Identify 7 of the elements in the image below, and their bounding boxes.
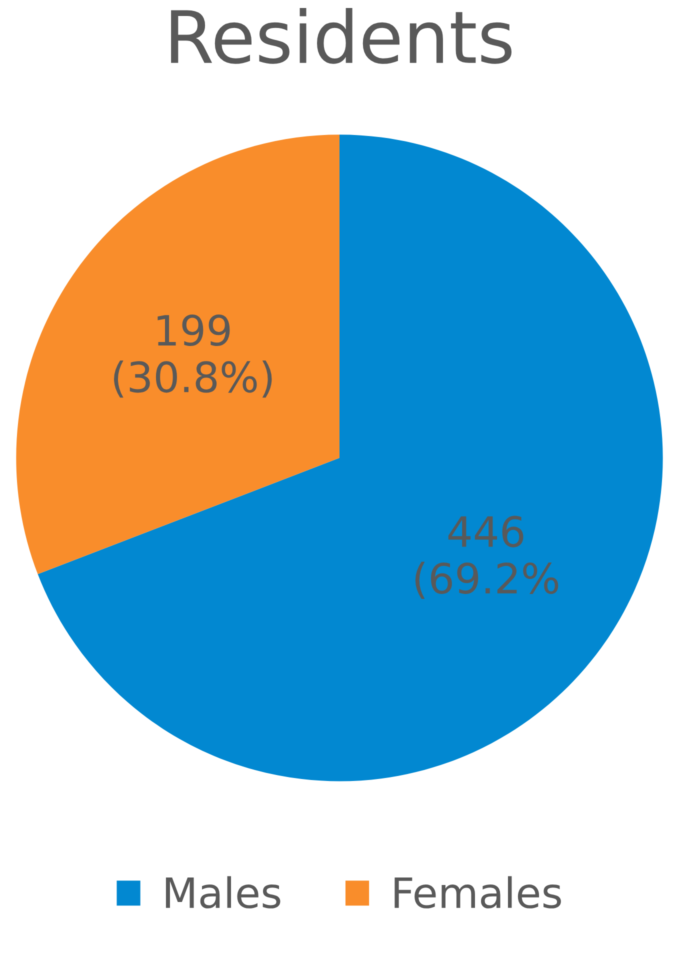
data-label: 446 (69.2% xyxy=(415,516,558,599)
pie-slice xyxy=(16,134,340,574)
chart-title: Residents xyxy=(171,8,512,64)
legend-label: Males xyxy=(166,876,280,908)
pie-slice xyxy=(38,134,663,782)
legend-label: Females xyxy=(394,876,561,908)
data-label: 199 (30.8%) xyxy=(114,314,272,398)
